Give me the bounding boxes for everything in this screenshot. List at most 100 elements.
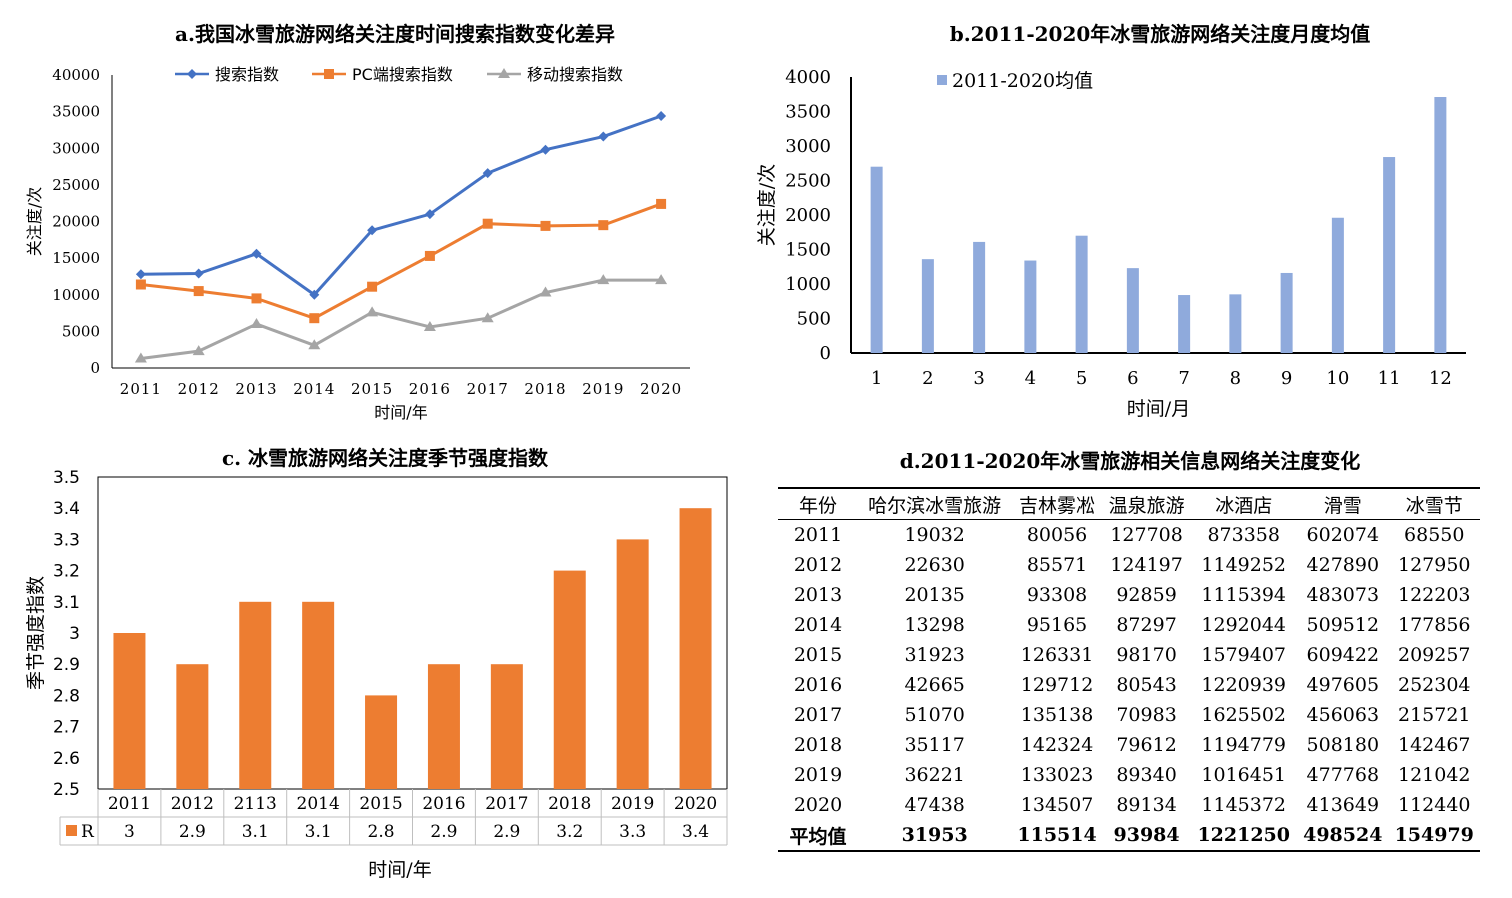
table-cell: 1016451	[1201, 764, 1287, 786]
table-cell: 209257	[1397, 644, 1471, 666]
data-point	[482, 218, 493, 229]
bar	[1331, 217, 1344, 353]
table-cell: 1221250	[1190, 820, 1298, 852]
legend-marker	[187, 69, 197, 79]
table-cell: 2013	[793, 584, 843, 606]
x-axis-title: 时间/年	[368, 859, 431, 881]
table-cell: 498524	[1297, 820, 1389, 852]
legend-swatch	[66, 825, 77, 836]
y-tick-label: 1500	[785, 240, 831, 261]
bar	[870, 166, 883, 353]
y-tick-label: 2.9	[53, 655, 80, 675]
legend-marker	[498, 68, 510, 78]
table-row: 2013 20135 93308 92859 1115394 483073 122203	[778, 580, 1480, 610]
table-cell: 427890	[1306, 554, 1380, 576]
y-tick-label: 20000	[52, 213, 100, 231]
y-tick-label: 2.6	[53, 749, 80, 769]
bar	[490, 664, 523, 789]
y-tick-label: 1000	[785, 274, 831, 295]
table-cell: 31923	[904, 644, 965, 666]
table-cell: 42665	[904, 674, 965, 696]
data-label: 2.8	[368, 822, 395, 842]
table-cell: 121042	[1397, 764, 1471, 786]
table-cell: 1194779	[1201, 734, 1287, 756]
data-point	[656, 198, 667, 209]
table-cell: 112440	[1397, 794, 1471, 816]
y-axis-title: 关注度/次	[25, 187, 44, 256]
summary-row: 平均值 31953 115514 93984 1221250 498524 154979	[778, 820, 1480, 852]
x-axis-title: 时间/年	[374, 403, 427, 422]
y-tick-label: 0	[90, 359, 100, 377]
column-header: 哈尔滨冰雪旅游	[858, 487, 1012, 520]
y-tick-label: 3.2	[53, 562, 80, 582]
table-cell: 1115394	[1201, 584, 1287, 606]
x-tick-label: 1	[871, 368, 882, 389]
bar	[973, 241, 986, 353]
table-cell: 133023	[1020, 764, 1094, 786]
bar	[1383, 157, 1396, 353]
x-tick-label: 2012	[178, 380, 220, 398]
table-cell: 80056	[1026, 524, 1088, 546]
data-point	[598, 131, 609, 142]
x-tick-label: 2015	[359, 794, 402, 814]
table-cell: 509512	[1306, 614, 1380, 636]
x-tick-label: 2018	[524, 380, 566, 398]
table-cell: 89134	[1116, 794, 1177, 816]
data-point	[655, 274, 668, 285]
table-cell: 456063	[1306, 704, 1380, 726]
x-tick-label: 2020	[674, 794, 717, 814]
table-row: 2011 19032 80056 127708 873358 602074 68550	[778, 520, 1480, 551]
table-header-row: 年份 哈尔滨冰雪旅游 吉林雾凇 温泉旅游 冰酒店 滑雪 冰雪节	[778, 487, 1480, 520]
chart-a-title: a.我国冰雪旅游网络关注度时间搜索指数变化差异	[175, 22, 615, 46]
bar	[1229, 294, 1242, 353]
y-tick-label: 40000	[52, 66, 100, 84]
bar	[239, 601, 272, 789]
legend-marker	[324, 69, 334, 79]
x-tick-label: 2113	[234, 794, 277, 814]
y-axis-title: 季节强度指数	[25, 576, 47, 690]
legend-label: PC端搜索指数	[352, 65, 453, 84]
bar	[553, 570, 586, 789]
data-point	[540, 220, 551, 231]
data-point	[597, 274, 610, 285]
table-cell: 142324	[1020, 734, 1094, 756]
data-point	[193, 268, 204, 279]
table-cell: 35117	[904, 734, 965, 756]
series-line	[140, 114, 662, 297]
x-tick-label: 12	[1429, 368, 1452, 389]
table-cell: 873358	[1207, 524, 1280, 546]
data-point	[251, 293, 262, 304]
table-cell: 平均值	[778, 820, 858, 852]
data-label: 3.1	[242, 822, 269, 842]
table-cell: 1145372	[1201, 794, 1287, 816]
table-cell: 2019	[793, 764, 843, 786]
table-row: 2020 47438 134507 89134 1145372 413649 112440	[778, 790, 1480, 820]
y-tick-label: 500	[797, 309, 831, 330]
table-cell: 47438	[904, 794, 965, 816]
table-cell: 2016	[793, 674, 843, 696]
column-header: 吉林雾凇	[1011, 487, 1103, 520]
table-cell: 154979	[1388, 820, 1480, 852]
y-tick-label: 2500	[785, 171, 831, 192]
legend-label: 移动搜索指数	[527, 65, 623, 84]
x-tick-label: 2013	[235, 380, 277, 398]
table-cell: 93984	[1102, 820, 1191, 852]
table-cell: 68550	[1404, 524, 1465, 546]
x-tick-label: 10	[1326, 368, 1349, 389]
series-line	[140, 278, 662, 360]
table-cell: 127708	[1110, 524, 1183, 546]
table-cell: 2018	[793, 734, 843, 756]
y-tick-label: 35000	[52, 103, 100, 121]
chart-b-title: b.2011-2020年冰雪旅游网络关注度月度均值	[949, 22, 1371, 46]
column-header: 冰雪节	[1388, 487, 1480, 520]
data-label: 3	[124, 822, 135, 842]
table-cell: 89340	[1116, 764, 1177, 786]
table-cell: 1579407	[1201, 644, 1287, 666]
y-tick-label: 3500	[785, 102, 831, 123]
table-row: 2016 42665 129712 80543 1220939 497605 252304	[778, 670, 1480, 700]
table-row: 2012 22630 85571 124197 1149252 427890 127950	[778, 550, 1480, 580]
data-point	[598, 220, 609, 231]
data-point	[309, 289, 320, 300]
x-tick-label: 6	[1127, 368, 1138, 389]
x-tick-label: 4	[1025, 368, 1036, 389]
